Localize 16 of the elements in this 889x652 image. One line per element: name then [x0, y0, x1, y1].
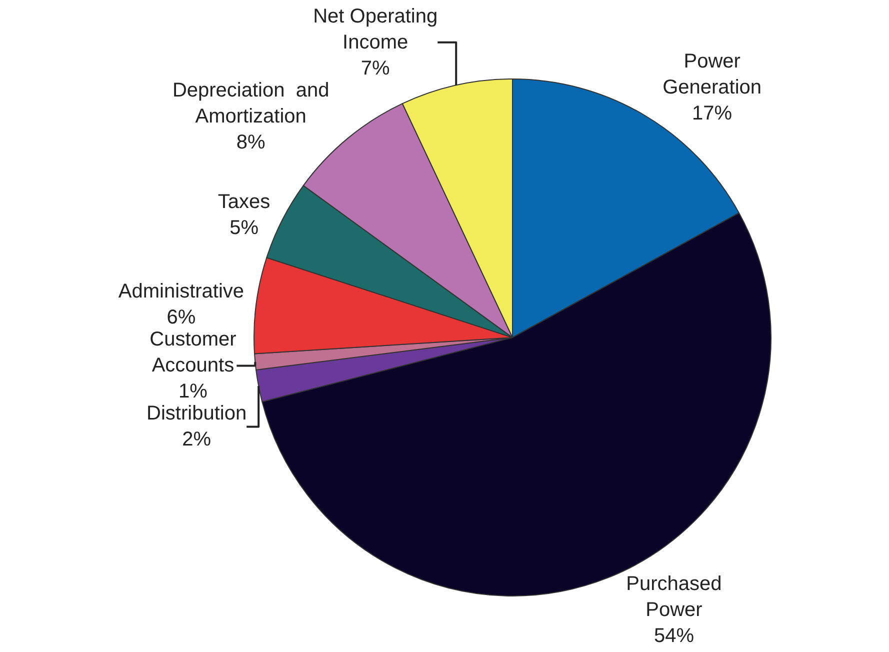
slice-label: Net Operating Income — [313, 5, 438, 54]
slice-label: Customer Accounts — [150, 328, 237, 377]
data-label: 17% — [692, 102, 732, 125]
slice-label: Purchased Power — [626, 572, 722, 621]
data-label: 7% — [360, 57, 390, 80]
data-label: 8% — [236, 131, 266, 154]
slice-label: Depreciation and Amortization — [172, 79, 330, 128]
data-label: 5% — [230, 217, 259, 240]
data-label: 6% — [166, 306, 196, 329]
data-label: 54% — [654, 624, 694, 647]
data-label: 2% — [182, 428, 212, 451]
slice-label: Taxes — [218, 191, 270, 214]
data-label: 1% — [178, 380, 208, 403]
slice-label: Administrative — [118, 280, 244, 303]
slice-label: Distribution — [146, 402, 247, 425]
slice-label: Power Generation — [662, 50, 762, 99]
